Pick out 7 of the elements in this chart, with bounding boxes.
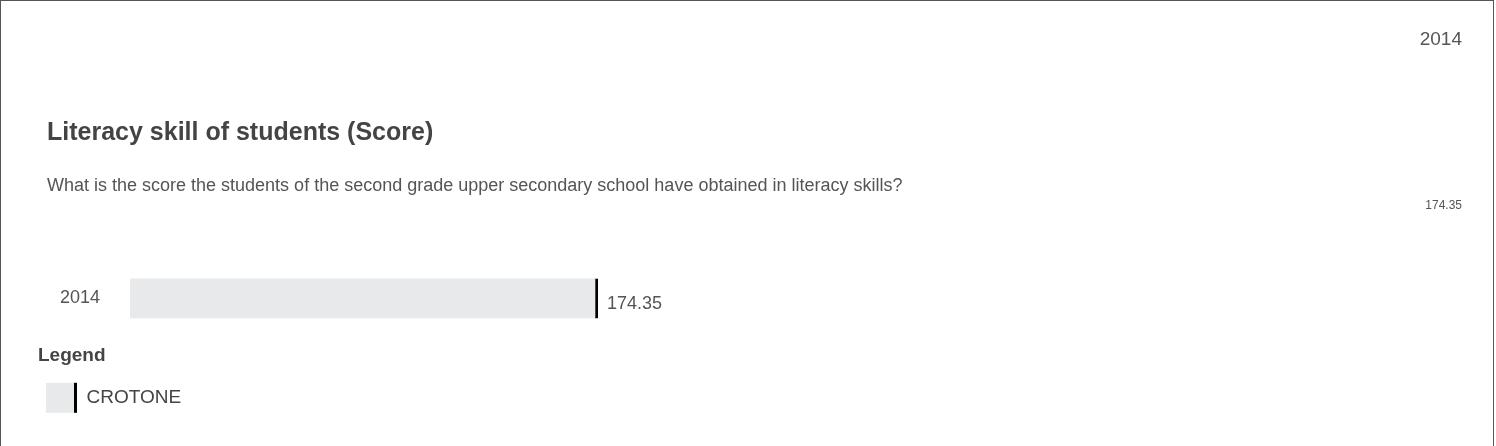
chart-title: Literacy skill of students (Score): [47, 117, 434, 146]
legend-title: Legend: [38, 343, 106, 365]
text: 2014: [1419, 28, 1462, 50]
chart-subtitle: What is the score the students of the second grade upper secondary school have obtained in literacy skills?: [47, 175, 903, 196]
text: 174.35: [1425, 198, 1462, 212]
data-label: 174.35: [607, 293, 663, 314]
legend-label: CROTONE: [86, 386, 182, 408]
